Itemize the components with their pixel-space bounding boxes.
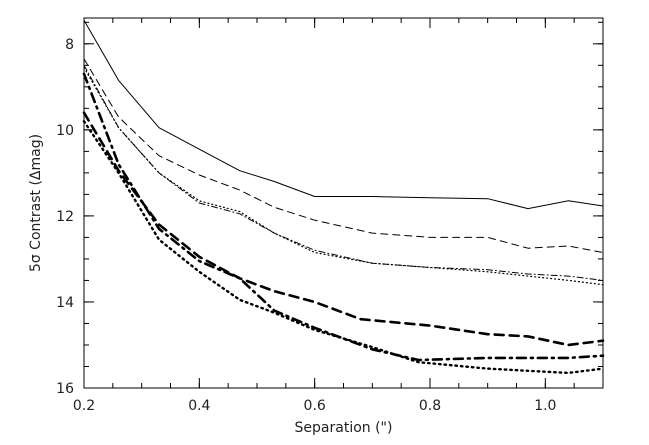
x-tick-label: 0.8 bbox=[419, 398, 441, 414]
series-line-4 bbox=[83, 66, 604, 286]
series-line-2 bbox=[83, 58, 604, 253]
y-tick-label: 8 bbox=[65, 37, 74, 53]
x-tick-labels: 0.2 0.4 0.6 0.8 1.0 bbox=[73, 398, 557, 414]
axis-ticks bbox=[83, 18, 604, 389]
y-tick-label: 16 bbox=[56, 381, 74, 397]
series-line-6 bbox=[82, 72, 605, 362]
plot-area bbox=[82, 19, 605, 375]
x-tick-label: 1.0 bbox=[534, 398, 556, 414]
y-tick-label: 10 bbox=[56, 123, 74, 139]
y-tick-label: 14 bbox=[56, 295, 74, 311]
y-tick-label: 12 bbox=[56, 209, 74, 225]
series-line-5 bbox=[82, 111, 605, 347]
series-line-1 bbox=[83, 19, 604, 210]
x-tick-label: 0.2 bbox=[73, 398, 95, 414]
x-tick-label: 0.4 bbox=[188, 398, 210, 414]
x-tick-label: 0.6 bbox=[304, 398, 326, 414]
plot-frame bbox=[83, 17, 604, 389]
series-line-7 bbox=[82, 120, 605, 375]
y-axis-label: 5σ Contrast (Δmag) bbox=[28, 134, 44, 272]
y-tick-labels: 8 10 12 14 16 bbox=[56, 37, 74, 397]
series-line-3 bbox=[83, 64, 604, 281]
x-axis-label: Separation (") bbox=[295, 420, 393, 436]
